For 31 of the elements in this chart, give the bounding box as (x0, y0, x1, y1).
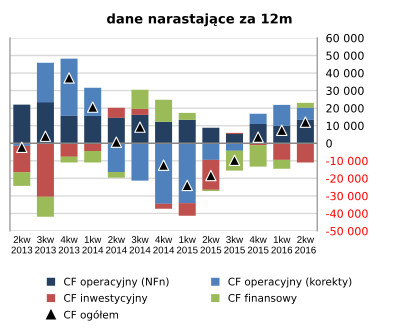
y-tick-label: -50 000 (326, 226, 368, 236)
x-tick-label: 4kw 2014 (153, 236, 174, 254)
x-tick-label: 4kw 2013 (58, 236, 80, 254)
x-tick-label: 2kw 2014 (106, 236, 127, 254)
y-tick-label: 60 000 (326, 34, 364, 42)
x-tick-label: 3kw 2015 (224, 236, 245, 254)
x-tick-label: 3kw 2014 (130, 236, 150, 254)
legend-label: CF operacyjny (NFn) (64, 277, 169, 288)
x-tick-label: 2kw 2013 (11, 236, 32, 254)
x-tick-label: 2kw 2016 (295, 236, 316, 254)
y-tick-label: 0 (326, 139, 332, 148)
legend-label: CF finansowy (228, 294, 297, 304)
y-tick-label: -20 000 (326, 174, 368, 183)
legend-label: CF ogółem (64, 310, 118, 321)
y-tick-label: -10 000 (326, 156, 368, 166)
y-tick-label: 40 000 (326, 69, 364, 78)
legend-label: CF inwestycyjny (64, 294, 148, 304)
x-tick-label: 4kw 2015 (248, 236, 269, 254)
y-tick-label: 20 000 (326, 104, 364, 113)
y-tick-label: -30 000 (326, 192, 368, 200)
x-tick-label: 2kw 2015 (200, 236, 222, 254)
y-tick-label: -40 000 (326, 209, 368, 218)
x-tick-label: 1kw 2014 (82, 236, 104, 254)
y-tick-label: 10 000 (326, 122, 364, 130)
chart-title: dane narastające za 12m (107, 13, 292, 26)
y-tick-label: 50 000 (326, 51, 364, 60)
legend-label: CF operacyjny (korekty) (228, 277, 352, 288)
x-tick-label: 3kw 2013 (35, 236, 56, 254)
y-tick-label: 30 000 (326, 86, 364, 95)
x-tick-label: 1kw 2015 (176, 236, 198, 254)
x-tick-label: 1kw 2016 (271, 236, 292, 254)
